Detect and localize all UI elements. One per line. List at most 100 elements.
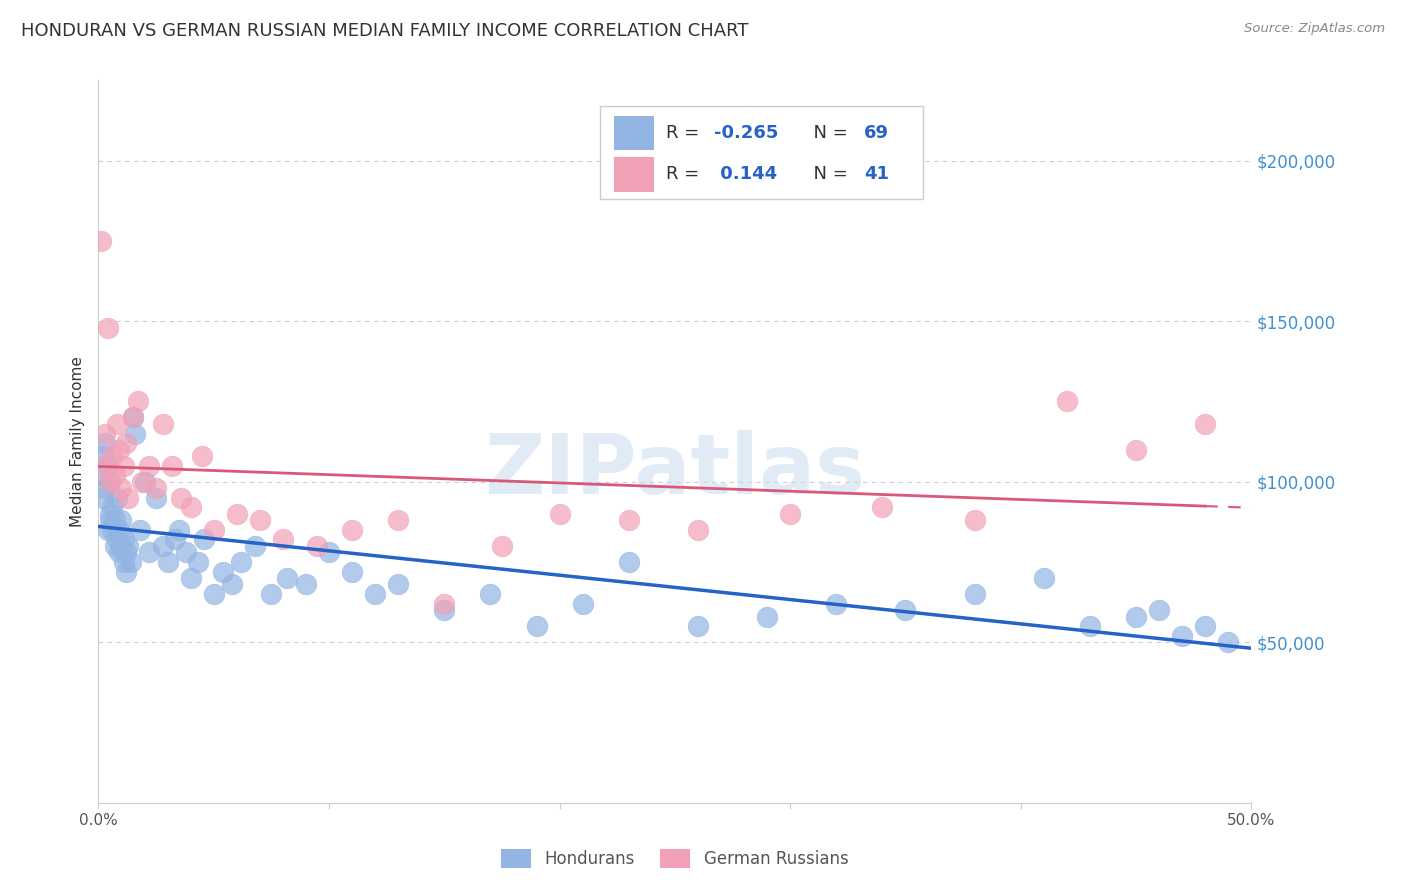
Point	[295, 577, 318, 591]
Point	[167, 523, 190, 537]
Point	[963, 587, 986, 601]
Point	[756, 609, 779, 624]
Point	[779, 507, 801, 521]
Point	[131, 475, 153, 489]
Point	[271, 533, 294, 547]
Point	[963, 513, 986, 527]
Text: ZIPatlas: ZIPatlas	[485, 430, 865, 511]
Text: Source: ZipAtlas.com: Source: ZipAtlas.com	[1244, 22, 1385, 36]
Legend: Hondurans, German Russians: Hondurans, German Russians	[495, 842, 855, 875]
Point	[825, 597, 848, 611]
Point	[103, 539, 125, 553]
Point	[894, 603, 917, 617]
Point	[364, 587, 387, 601]
FancyBboxPatch shape	[614, 157, 654, 192]
Point	[98, 507, 121, 521]
Point	[1194, 619, 1216, 633]
Text: R =: R =	[665, 124, 704, 142]
Point	[105, 533, 128, 547]
Point	[231, 555, 253, 569]
Point	[1171, 629, 1194, 643]
Text: -0.265: -0.265	[714, 124, 779, 142]
Text: N =: N =	[801, 124, 853, 142]
Point	[1056, 394, 1078, 409]
Point	[260, 587, 283, 601]
Point	[112, 458, 135, 473]
Text: R =: R =	[665, 165, 704, 183]
Point	[108, 545, 131, 559]
Point	[686, 523, 709, 537]
Point	[1078, 619, 1101, 633]
Point	[90, 468, 112, 483]
Point	[526, 619, 548, 633]
Point	[387, 513, 409, 527]
Point	[97, 458, 120, 473]
Point	[94, 426, 117, 441]
Point	[686, 619, 709, 633]
Point	[187, 555, 209, 569]
FancyBboxPatch shape	[614, 116, 654, 151]
Point	[340, 523, 363, 537]
Point	[112, 555, 135, 569]
Point	[245, 539, 267, 553]
Point	[103, 468, 125, 483]
Point	[110, 481, 132, 495]
Point	[108, 523, 131, 537]
Point	[152, 417, 174, 431]
Point	[1147, 603, 1170, 617]
Point	[97, 320, 120, 334]
Point	[491, 539, 513, 553]
Point	[225, 507, 247, 521]
Point	[105, 491, 128, 505]
Point	[174, 545, 197, 559]
Point	[110, 539, 132, 553]
Point	[120, 555, 142, 569]
Point	[1125, 442, 1147, 457]
Point	[180, 571, 202, 585]
Point	[156, 555, 179, 569]
Point	[548, 507, 571, 521]
Text: 69: 69	[863, 124, 889, 142]
Point	[129, 523, 152, 537]
Point	[479, 587, 502, 601]
Point	[98, 475, 121, 489]
Point	[212, 565, 235, 579]
Point	[122, 410, 145, 425]
Point	[145, 491, 167, 505]
Point	[101, 500, 124, 515]
Point	[1125, 609, 1147, 624]
Point	[163, 533, 186, 547]
Point	[145, 481, 167, 495]
Point	[221, 577, 243, 591]
Text: 0.144: 0.144	[714, 165, 778, 183]
Point	[101, 523, 124, 537]
Point	[112, 533, 135, 547]
Point	[127, 394, 149, 409]
Point	[117, 539, 139, 553]
Point	[105, 417, 128, 431]
Point	[97, 523, 120, 537]
Point	[115, 545, 138, 559]
Text: HONDURAN VS GERMAN RUSSIAN MEDIAN FAMILY INCOME CORRELATION CHART: HONDURAN VS GERMAN RUSSIAN MEDIAN FAMILY…	[21, 22, 748, 40]
Point	[202, 587, 225, 601]
Y-axis label: Median Family Income: Median Family Income	[69, 356, 84, 527]
Point	[160, 458, 183, 473]
Point	[98, 513, 121, 527]
Point	[117, 491, 139, 505]
Point	[108, 442, 131, 457]
Point	[115, 436, 138, 450]
Point	[617, 555, 640, 569]
Point	[191, 449, 214, 463]
Point	[1194, 417, 1216, 431]
Point	[318, 545, 340, 559]
Point	[276, 571, 298, 585]
Point	[138, 458, 160, 473]
Point	[433, 603, 456, 617]
Point	[180, 500, 202, 515]
Point	[433, 597, 456, 611]
FancyBboxPatch shape	[600, 105, 922, 200]
Point	[872, 500, 894, 515]
Point	[1218, 635, 1240, 649]
Point	[387, 577, 409, 591]
Point	[340, 565, 363, 579]
